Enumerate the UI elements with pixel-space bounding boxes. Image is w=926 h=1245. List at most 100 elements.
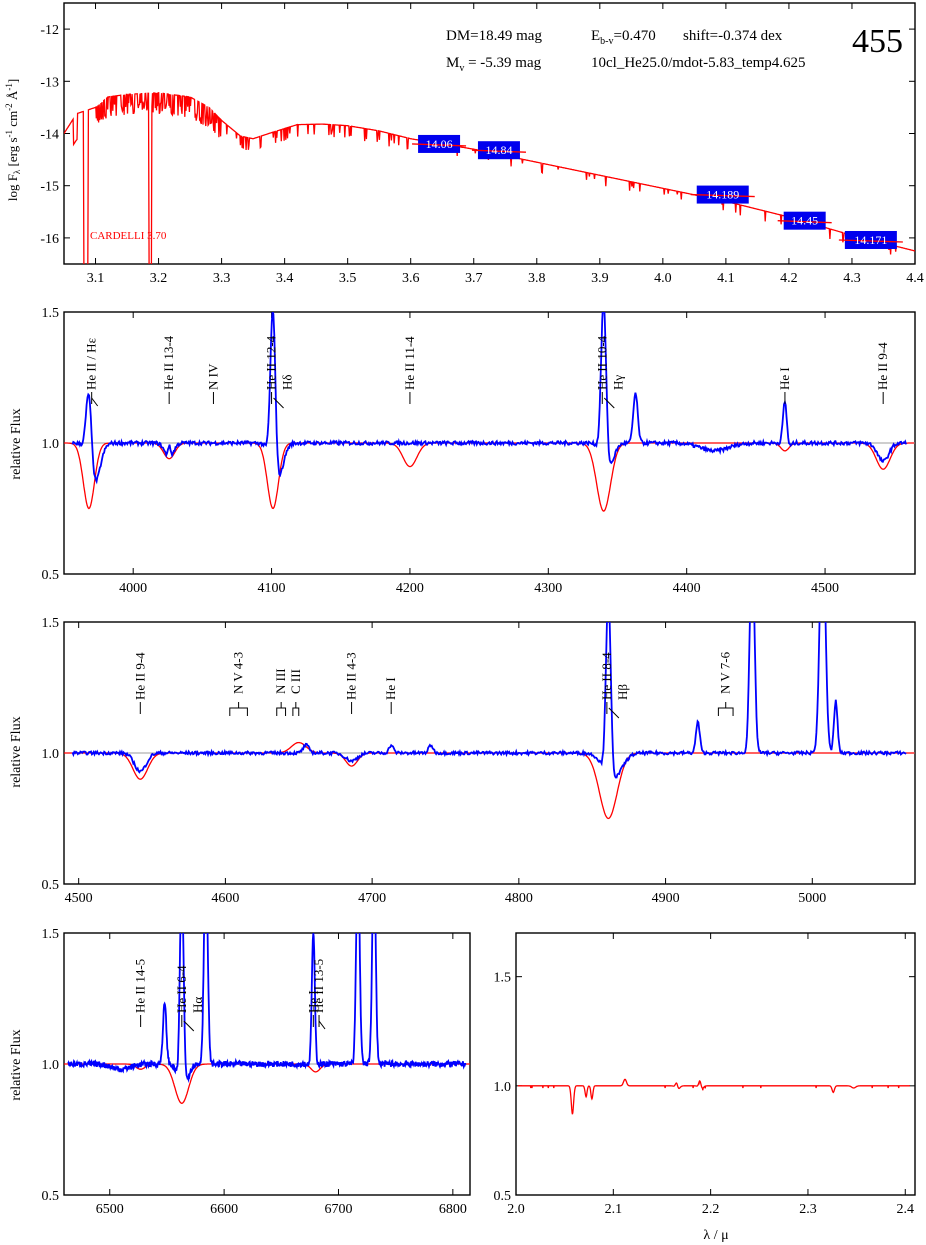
y-tick-label: 1.0 xyxy=(494,1080,512,1095)
line-id-label: He II 8-4 xyxy=(599,652,614,700)
y-tick-label: -14 xyxy=(40,128,59,143)
line-id-he-ii-9-4: He II 9-4 xyxy=(875,342,890,404)
line-id-bracket xyxy=(292,702,300,716)
line-id-n-iv: N IV xyxy=(205,363,220,404)
ir-spectrum-panel: 2.0 2.1 2.2 2.3 2.4 0.5 1.0 1.5 xyxy=(494,932,916,1217)
line-id-he-ii-13-4: He II 13-4 xyxy=(161,335,176,404)
y-tick-label: 1.5 xyxy=(42,616,60,631)
x-tick-label: 4000 xyxy=(119,581,147,596)
line-id-hook xyxy=(91,397,99,407)
sed-y-axis-label: log Fλ [erg s-1 cm-2 Å-1] xyxy=(4,79,22,201)
photometry-box xyxy=(418,134,461,153)
x-tick-label: 6500 xyxy=(96,1202,124,1217)
y-tick-label: 0.5 xyxy=(494,1189,512,1204)
reddening-label: Eb-v=0.470 xyxy=(591,28,656,47)
line-id-he-ii-10-4: He II 10-4 Hγ xyxy=(594,335,625,409)
line-id-label: N V 7-6 xyxy=(718,651,733,694)
line-id-bracket xyxy=(276,702,287,716)
photometry-label: 14.06 xyxy=(426,137,453,151)
x-tick-label: 3.1 xyxy=(87,271,105,286)
line-id-label: He II / Hε xyxy=(84,337,99,390)
ir-x-axis-label: λ / μ xyxy=(703,1228,728,1243)
line-id-he-ii-11-4: He II 11-4 xyxy=(402,336,417,404)
x-tick-label: 6800 xyxy=(439,1202,467,1217)
x-tick-label: 4500 xyxy=(811,581,839,596)
line-id-label: He II 14-5 xyxy=(133,959,148,1013)
photometry-label: 14.45 xyxy=(791,214,818,228)
line-id-label: He I xyxy=(777,367,792,390)
x-tick-label: 4100 xyxy=(258,581,286,596)
line-id-he-ii-6-4: He II 6-4 Hα xyxy=(174,965,205,1032)
photometry-model-segment xyxy=(471,149,526,153)
line-id-hook xyxy=(318,1020,326,1030)
red-y-axis-label: relative Flux xyxy=(9,1029,24,1100)
x-tick-label: 4900 xyxy=(652,891,680,906)
photometry-box xyxy=(477,141,520,160)
line-id-second-label: Hβ xyxy=(615,684,630,700)
x-tick-label: 2.0 xyxy=(507,1202,525,1217)
line-id-second-label: Hγ xyxy=(610,375,625,390)
green-spectrum-panel: 4500 4600 4700 4800 4900 5000 0.5 1.0 1.5 He II 9… xyxy=(42,616,916,906)
y-tick-label: 1.5 xyxy=(494,971,512,986)
ir-model-spectrum xyxy=(517,1078,910,1115)
green-y-axis-label: relative Flux xyxy=(9,716,24,787)
photometry-model-segment xyxy=(777,220,832,224)
x-tick-label: 6600 xyxy=(210,1202,238,1217)
parameter-header: DM=18.49 mag Mv = -5.39 mag Eb-v=0.470 s… xyxy=(90,23,903,242)
y-tick-label: -13 xyxy=(40,75,59,90)
photometry-label: 14.171 xyxy=(854,233,887,247)
x-tick-label: 4400 xyxy=(673,581,701,596)
x-tick-label: 4600 xyxy=(211,891,239,906)
x-tick-label: 3.8 xyxy=(528,271,546,286)
line-id-n-iii: N III xyxy=(273,668,288,716)
y-tick-label: -15 xyxy=(40,180,59,195)
x-tick-label: 2.4 xyxy=(897,1202,915,1217)
line-id-hook xyxy=(183,1020,195,1032)
model-name-label: 10cl_He25.0/mdot-5.83_temp4.625 xyxy=(591,55,806,71)
line-id-label: He I xyxy=(305,990,320,1013)
photometry-model-segment xyxy=(690,193,755,198)
red-spectrum-panel: 6500 6600 6700 6800 0.5 1.0 1.5 He II 14-5 He II… xyxy=(42,927,471,1217)
observed-spectrum xyxy=(71,312,907,485)
observed-spectrum xyxy=(71,622,907,779)
line-id-hook xyxy=(608,707,620,719)
model-spectrum xyxy=(64,1063,470,1104)
line-id-he-i: He I xyxy=(305,990,320,1027)
line-id-label: He II 13-4 xyxy=(161,335,176,390)
sed-model-curve xyxy=(64,92,915,264)
x-tick-label: 3.5 xyxy=(339,271,357,286)
line-id-he-ii-h-: He II / Hε xyxy=(84,337,99,407)
line-id-label: He II 4-3 xyxy=(344,652,359,700)
distance-modulus-label: DM=18.49 mag xyxy=(446,28,542,44)
x-tick-label: 2.3 xyxy=(799,1202,817,1217)
line-id-he-ii-14-5: He II 14-5 xyxy=(133,959,148,1027)
line-id-he-ii-4-3: He II 4-3 xyxy=(344,652,359,714)
line-id-label: He II 6-4 xyxy=(174,965,189,1013)
y-tick-label: 1.0 xyxy=(42,747,60,762)
photometry-label: 14.189 xyxy=(706,188,739,202)
x-tick-label: 2.1 xyxy=(605,1202,623,1217)
y-tick-label: 1.0 xyxy=(42,1058,60,1073)
line-id-label: He II 9-4 xyxy=(132,652,147,700)
line-id-he-i: He I xyxy=(777,367,792,404)
x-tick-label: 3.2 xyxy=(150,271,168,286)
reddening-law-label: CARDELLI 3.70 xyxy=(90,230,167,242)
x-tick-label: 3.6 xyxy=(402,271,420,286)
line-id-second-label: Hα xyxy=(190,997,205,1013)
line-id-label: He I xyxy=(383,677,398,700)
photometry-model-segment xyxy=(412,143,467,147)
x-tick-label: 4300 xyxy=(534,581,562,596)
photometry-box xyxy=(783,211,826,230)
line-id-he-i: He I xyxy=(383,677,398,714)
line-id-label: N IV xyxy=(205,363,220,390)
line-id-label: He II 12-4 xyxy=(264,335,279,390)
x-tick-label: 4700 xyxy=(358,891,386,906)
y-tick-label: 0.5 xyxy=(42,878,60,893)
sed-panel: 3.1 3.2 3.3 3.4 3.5 3.6 3.7 3.8 3.9 4.0 4.1 4.2 4.3 4… xyxy=(40,2,924,286)
absolute-magnitude-label: Mv = -5.39 mag xyxy=(446,55,542,74)
photometry-box xyxy=(844,230,897,249)
line-id-n-v-4-3: N V 4-3 xyxy=(229,652,248,716)
x-tick-label: 2.2 xyxy=(702,1202,720,1217)
line-id-label: N V 4-3 xyxy=(231,652,246,694)
